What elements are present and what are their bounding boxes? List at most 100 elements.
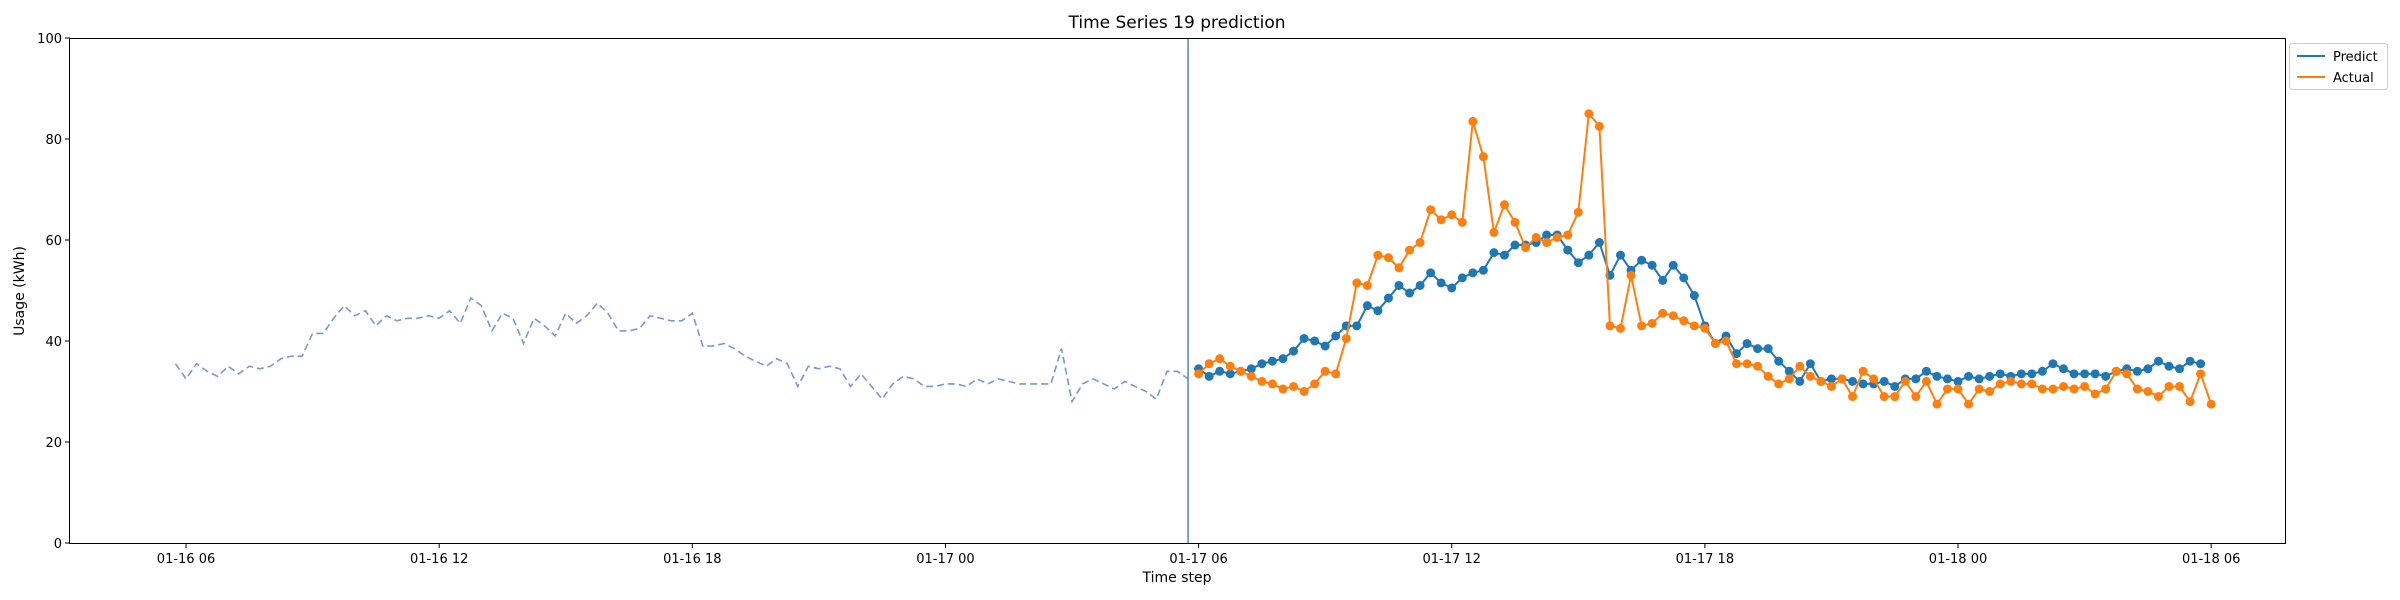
data-point-actual	[1700, 324, 1709, 333]
data-point-predict	[1764, 344, 1773, 353]
data-point-predict	[2154, 357, 2163, 366]
data-point-predict	[1268, 357, 1277, 366]
data-point-actual	[1964, 400, 1973, 409]
data-point-actual	[2143, 387, 2152, 396]
data-point-predict	[1205, 372, 1214, 381]
data-point-predict	[2091, 369, 2100, 378]
data-point-predict	[2133, 367, 2142, 376]
data-point-predict	[2080, 369, 2089, 378]
legend-label-actual: Actual	[2333, 71, 2374, 86]
data-point-actual	[1648, 319, 1657, 328]
data-point-actual	[1679, 316, 1688, 325]
data-point-predict	[2186, 357, 2195, 366]
chart-title: Time Series 19 prediction	[1067, 13, 1285, 33]
y-tick-label: 60	[45, 234, 62, 249]
data-point-actual	[2186, 397, 2195, 406]
data-point-actual	[1405, 246, 1414, 255]
data-point-predict	[1289, 347, 1298, 356]
data-point-predict	[2143, 364, 2152, 373]
data-point-actual	[1384, 253, 1393, 262]
data-point-predict	[2017, 369, 2026, 378]
data-point-actual	[2101, 384, 2110, 393]
data-point-actual	[1932, 400, 1941, 409]
data-point-actual	[1669, 311, 1678, 320]
data-point-actual	[1310, 379, 1319, 388]
x-axis-label: Time step	[1142, 570, 1212, 586]
data-point-actual	[1838, 374, 1847, 383]
data-point-actual	[1922, 377, 1931, 386]
data-point-actual	[1257, 377, 1266, 386]
data-point-actual	[1584, 109, 1593, 118]
data-point-actual	[1627, 271, 1636, 280]
data-point-predict	[1658, 276, 1667, 285]
data-point-predict	[2175, 364, 2184, 373]
y-tick-label: 100	[37, 32, 62, 47]
data-point-actual	[1869, 374, 1878, 383]
data-point-predict	[1637, 256, 1646, 265]
data-point-predict	[1278, 354, 1287, 363]
data-point-actual	[2133, 384, 2142, 393]
data-point-predict	[2196, 359, 2205, 368]
data-point-actual	[1827, 382, 1836, 391]
data-point-predict	[1574, 258, 1583, 267]
data-point-predict	[1458, 273, 1467, 282]
data-point-actual	[1954, 384, 1963, 393]
data-point-actual	[1489, 228, 1498, 237]
data-point-predict	[1563, 246, 1572, 255]
data-point-predict	[1669, 261, 1678, 270]
y-axis-label: Usage (kWh)	[12, 246, 28, 336]
data-point-predict	[1416, 281, 1425, 290]
data-point-actual	[2006, 377, 2015, 386]
data-point-actual	[1890, 392, 1899, 401]
data-point-actual	[1764, 372, 1773, 381]
data-point-actual	[1595, 122, 1604, 131]
data-point-predict	[1774, 357, 1783, 366]
data-point-actual	[1795, 362, 1804, 371]
legend-label-predict: Predict	[2333, 50, 2378, 65]
data-point-actual	[1943, 384, 1952, 393]
data-point-actual	[2027, 379, 2036, 388]
data-point-predict	[1975, 374, 1984, 383]
data-point-predict	[1331, 331, 1340, 340]
legend: Predict Actual	[2290, 44, 2388, 90]
y-tick-label: 0	[54, 537, 62, 552]
data-point-predict	[1848, 377, 1857, 386]
data-point-actual	[1278, 384, 1287, 393]
data-point-actual	[1331, 369, 1340, 378]
data-point-actual	[2154, 392, 2163, 401]
data-point-actual	[1785, 374, 1794, 383]
data-point-actual	[2207, 400, 2216, 409]
data-point-actual	[1553, 233, 1562, 242]
data-point-actual	[2112, 367, 2121, 376]
y-tick-label: 20	[45, 436, 62, 451]
x-tick-label: 01-18 06	[2182, 552, 2240, 567]
data-point-actual	[1521, 243, 1530, 252]
data-point-predict	[1943, 374, 1952, 383]
data-point-actual	[1352, 278, 1361, 287]
data-point-predict	[1395, 281, 1404, 290]
data-point-actual	[1236, 367, 1245, 376]
data-point-actual	[2070, 384, 2079, 393]
data-point-actual	[1901, 377, 1910, 386]
data-point-predict	[1679, 273, 1688, 282]
data-point-actual	[1363, 281, 1372, 290]
data-point-predict	[1932, 372, 1941, 381]
data-point-actual	[1300, 387, 1309, 396]
data-point-predict	[1911, 374, 1920, 383]
data-point-actual	[1205, 359, 1214, 368]
data-point-predict	[1500, 251, 1509, 260]
data-point-actual	[1373, 251, 1382, 260]
data-point-predict	[1743, 339, 1752, 348]
data-point-actual	[1468, 117, 1477, 126]
data-point-predict	[1437, 278, 1446, 287]
data-point-actual	[1500, 200, 1509, 209]
data-point-actual	[1721, 337, 1730, 346]
data-point-predict	[1300, 334, 1309, 343]
data-point-predict	[1511, 241, 1520, 250]
data-point-predict	[1616, 251, 1625, 260]
data-point-actual	[1563, 230, 1572, 239]
data-point-predict	[2059, 364, 2068, 373]
data-point-predict	[1310, 337, 1319, 346]
data-point-actual	[1732, 359, 1741, 368]
